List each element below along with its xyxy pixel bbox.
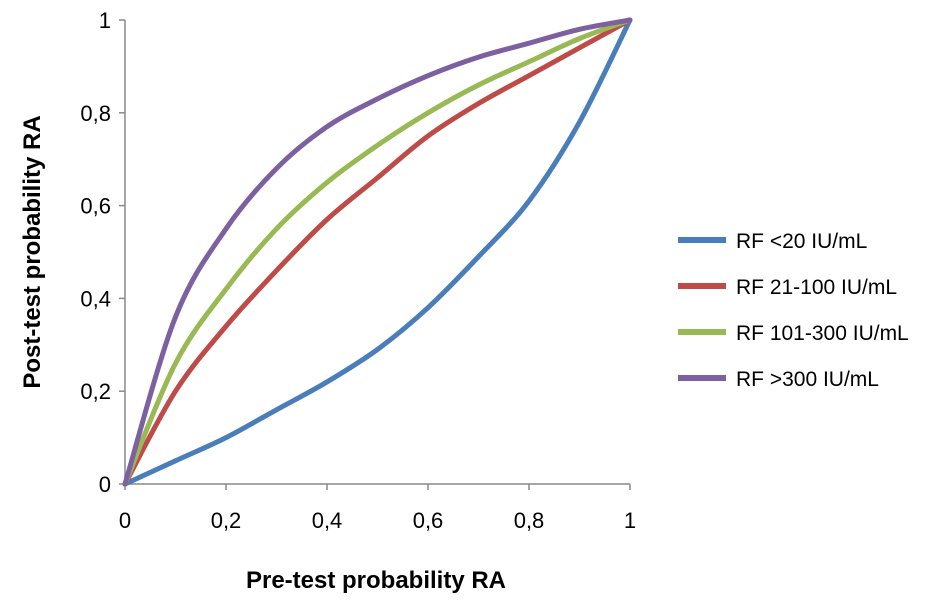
legend-label-3: RF 101-300 IU/mL — [736, 322, 909, 345]
series-layer — [122, 17, 633, 487]
x-tick-label: 0 — [119, 508, 131, 533]
series-line-4 — [122, 17, 633, 487]
y-tick-label: 0,6 — [80, 194, 111, 219]
legend-label-4: RF >300 IU/mL — [736, 368, 879, 391]
y-tick-label: 0 — [99, 472, 111, 497]
x-tick-label: 0,4 — [312, 508, 343, 533]
x-tick-label: 1 — [624, 508, 636, 533]
y-tick-label: 0,8 — [80, 101, 111, 126]
axes: 0 0,2 0,4 0,6 0,8 1 0 0,2 0,4 0,6 0,8 1 — [80, 8, 636, 533]
x-tick-label: 0,6 — [413, 508, 444, 533]
x-tick-label: 0,8 — [514, 508, 545, 533]
x-tick-label: 0,2 — [211, 508, 242, 533]
legend-label-1: RF <20 IU/mL — [736, 230, 867, 253]
y-tick-label: 1 — [99, 8, 111, 33]
y-tick-label: 0,2 — [80, 379, 111, 404]
y-axis-title: Post-test probability RA — [19, 115, 46, 388]
series-line-3 — [122, 17, 633, 487]
series-line-2 — [122, 17, 633, 487]
y-tick-label: 0,4 — [80, 286, 111, 311]
x-axis-title: Pre-test probability RA — [246, 567, 506, 594]
legend-label-2: RF 21-100 IU/mL — [736, 276, 897, 299]
legend: RF <20 IU/mL RF 21-100 IU/mL RF 101-300 IU… — [678, 230, 909, 391]
series-line-1 — [122, 17, 633, 487]
